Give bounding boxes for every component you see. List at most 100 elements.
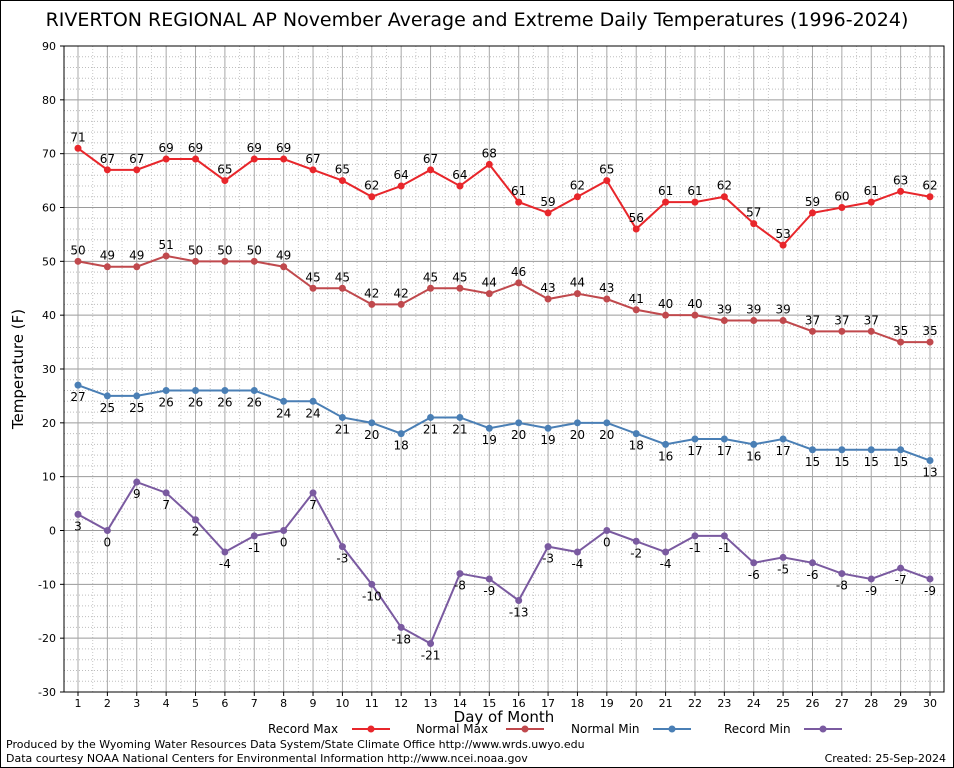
data-point xyxy=(867,446,875,454)
x-tick-label: 7 xyxy=(251,697,258,710)
data-point xyxy=(250,532,258,540)
data-label: 67 xyxy=(423,152,438,166)
data-point xyxy=(250,155,258,163)
x-tick-label: 9 xyxy=(310,697,317,710)
data-label: -6 xyxy=(806,568,818,582)
data-label: 9 xyxy=(133,487,141,501)
legend-swatch-marker xyxy=(367,725,375,733)
footer-data-source: Data courtesy NOAA National Centers for … xyxy=(6,752,528,765)
data-label: 63 xyxy=(893,173,908,187)
x-tick-label: 6 xyxy=(221,697,228,710)
data-point xyxy=(456,182,464,190)
data-point xyxy=(103,263,111,271)
data-label: 41 xyxy=(629,292,644,306)
data-point xyxy=(750,317,758,325)
data-point xyxy=(397,430,405,438)
data-point xyxy=(74,257,82,265)
data-point xyxy=(544,424,552,432)
series-normal-max: 50 49 49 51 50 50 50 49 45 45 42 42 45 45 44 46 43 44 43 41… xyxy=(70,238,938,346)
data-point xyxy=(133,392,141,400)
data-label: 16 xyxy=(746,449,761,463)
data-label: 0 xyxy=(280,536,288,550)
data-point xyxy=(338,413,346,421)
data-label: 3 xyxy=(74,519,82,533)
legend: Record Max Normal Max Normal Min Record Min xyxy=(268,722,842,736)
data-label: 20 xyxy=(570,428,585,442)
x-axis: 1 2 3 4 5 6 7 8 9 10 11 12 13 14 15 16 17 18 19 20 21 22 23 24 2… xyxy=(75,692,937,710)
legend-swatch-marker xyxy=(668,725,676,733)
x-tick-label: 22 xyxy=(688,697,702,710)
y-tick-label: 20 xyxy=(42,417,56,430)
x-tick-label: 25 xyxy=(776,697,790,710)
data-label: 18 xyxy=(394,439,409,453)
data-label: -21 xyxy=(421,649,441,663)
data-point xyxy=(867,327,875,335)
x-tick-label: 28 xyxy=(864,697,878,710)
data-point xyxy=(808,327,816,335)
data-label: 50 xyxy=(217,243,232,257)
data-point xyxy=(691,532,699,540)
data-point xyxy=(162,155,170,163)
data-point xyxy=(250,387,258,395)
legend-label: Record Min xyxy=(724,722,791,736)
data-label: 40 xyxy=(687,297,702,311)
data-point xyxy=(662,548,670,556)
data-label: 67 xyxy=(305,152,320,166)
legend-label: Normal Max xyxy=(416,722,488,736)
data-point xyxy=(456,570,464,578)
y-tick-label: 80 xyxy=(42,94,56,107)
series-line xyxy=(77,147,931,247)
data-point xyxy=(74,381,82,389)
data-point xyxy=(221,177,229,185)
data-label: 64 xyxy=(452,168,467,182)
data-point xyxy=(808,446,816,454)
data-point xyxy=(427,640,435,648)
legend-label: Normal Min xyxy=(571,722,640,736)
data-point xyxy=(897,338,905,346)
data-label: 65 xyxy=(335,163,350,177)
data-label: 43 xyxy=(540,281,555,295)
data-label: 69 xyxy=(158,141,173,155)
x-tick-label: 18 xyxy=(570,697,584,710)
data-point xyxy=(926,193,934,201)
data-label: -3 xyxy=(336,552,348,566)
data-point xyxy=(280,527,288,534)
data-label: 13 xyxy=(922,466,937,480)
data-label: -9 xyxy=(865,584,877,598)
data-label: 19 xyxy=(482,433,497,447)
legend-item: Record Min xyxy=(724,722,842,736)
data-point xyxy=(221,548,229,556)
data-label: 27 xyxy=(70,390,85,404)
x-tick-label: 19 xyxy=(600,697,614,710)
data-point xyxy=(779,241,787,249)
data-point xyxy=(309,166,317,174)
data-point xyxy=(779,317,787,325)
data-point xyxy=(808,209,816,217)
data-point xyxy=(133,166,141,174)
x-tick-label: 12 xyxy=(394,697,408,710)
major-grid xyxy=(64,45,944,693)
x-tick-label: 29 xyxy=(894,697,908,710)
data-point xyxy=(192,516,200,524)
data-label: 16 xyxy=(658,449,673,463)
data-point xyxy=(691,435,699,443)
data-point xyxy=(280,155,288,163)
data-label: -7 xyxy=(895,573,907,587)
series-line xyxy=(77,480,931,645)
data-point xyxy=(808,559,816,567)
data-label: 62 xyxy=(570,179,585,193)
data-label: 17 xyxy=(775,444,790,458)
data-label: 21 xyxy=(335,422,350,436)
legend-item: Record Max xyxy=(268,722,390,736)
data-label: 25 xyxy=(129,401,144,415)
data-label: 61 xyxy=(864,184,879,198)
data-point xyxy=(221,257,229,265)
data-point xyxy=(750,220,758,228)
data-point xyxy=(603,527,611,534)
data-label: 61 xyxy=(658,184,673,198)
y-tick-label: 30 xyxy=(42,363,56,376)
data-point xyxy=(74,144,82,152)
data-point xyxy=(397,182,405,190)
